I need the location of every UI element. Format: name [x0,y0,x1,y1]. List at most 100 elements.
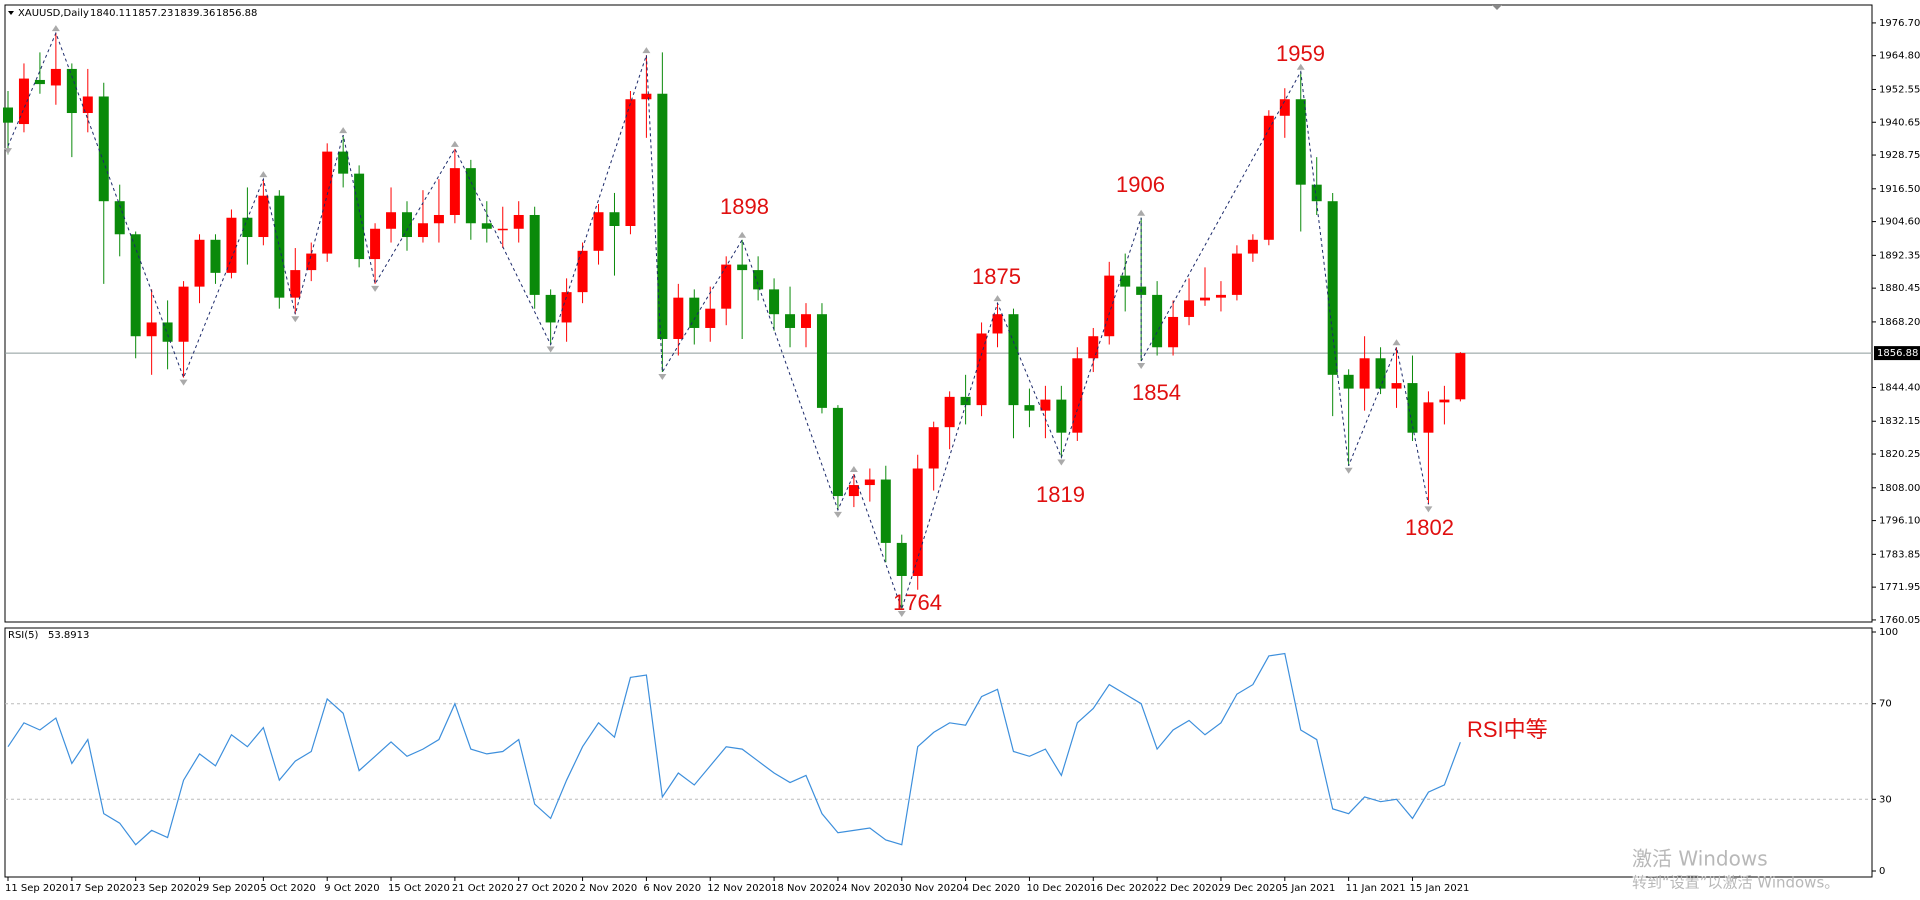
annotation: 1802 [1405,515,1454,540]
x-tick-label: 15 Jan 2021 [1409,883,1469,894]
x-tick-label: 27 Oct 2020 [516,883,578,894]
rsi-tick-label: 0 [1879,866,1885,877]
rsi-tick-label: 30 [1879,794,1892,805]
zigzag-marker [259,171,268,178]
candle-body [737,264,748,271]
candle-body [1120,275,1131,287]
zigzag-marker [179,379,188,386]
y-tick-label: 1844.40 [1879,382,1920,393]
candle-body [82,96,93,114]
header-high: 1857.23 [132,8,173,19]
candle-body [433,214,444,224]
candle-body [721,264,732,309]
candle-body [689,297,700,328]
zigzag-marker [1137,363,1146,370]
symbol: XAUUSD,Daily [18,8,89,19]
x-tick-label: 24 Nov 2020 [835,883,899,894]
y-tick-label: 1916.50 [1879,184,1920,195]
candle-body [1279,99,1290,116]
candle-body [705,308,716,328]
candle-body [162,322,173,342]
y-tick-label: 1928.75 [1879,150,1920,161]
zigzag-marker [1296,63,1305,70]
candle-body [1423,402,1434,433]
x-tick-label: 29 Dec 2020 [1218,883,1282,894]
candle-body [1407,383,1418,433]
candle-body [1056,399,1067,433]
rsi-name: RSI(5) [8,630,39,641]
header: XAUUSD,Daily 1840.11 1857.23 1839.36 185… [8,8,257,19]
x-tick-label: 2 Nov 2020 [580,883,638,894]
candle-body [960,396,971,406]
y-tick-label: 1796.10 [1879,516,1920,527]
annotation: 1819 [1036,482,1085,507]
zigzag-marker [371,285,380,292]
candle-body [146,322,157,337]
candle-body [801,314,811,328]
candle-body [944,396,955,428]
header-close: 1856.88 [216,8,257,19]
candle-body [402,212,412,238]
zigzag-marker [291,316,300,323]
rsi-tick-label: 70 [1879,699,1892,710]
candle-body [832,407,843,497]
annotation: 1959 [1276,41,1325,66]
candle-body [816,314,827,408]
candle-body [1200,297,1210,301]
y-tick-label: 1820.25 [1879,449,1920,460]
candle-body [322,151,333,254]
zigzag-marker [658,374,667,381]
x-tick-label: 11 Sep 2020 [5,883,68,894]
zigzag-marker [738,231,747,238]
rsi-value: 53.8913 [48,630,89,641]
candle-body [306,253,317,271]
zigzag-marker [642,47,651,54]
y-tick-label: 1832.15 [1879,416,1920,427]
header-arrow [8,11,14,15]
rsi-line [7,652,1461,846]
candle-body [1072,358,1083,433]
candle-body [66,68,77,114]
candle-body [880,479,891,543]
y-tick-label: 1904.60 [1879,217,1920,228]
candle-body [258,195,269,238]
candle-body [1375,358,1386,389]
candle-body [992,314,1003,334]
candle-body [976,333,987,406]
annotation: 1898 [720,194,769,219]
last-price-label: 1856.88 [1877,348,1918,359]
candle-body [18,78,29,125]
candle-body [769,289,780,315]
candle-body [928,427,939,469]
watermark-subtitle: 转到“设置”以激活 Windows。 [1632,874,1839,892]
candle-body [114,201,125,235]
x-tick-label: 6 Nov 2020 [643,883,701,894]
candle-body [641,93,652,100]
x-tick-label: 9 Oct 2020 [324,883,379,894]
zigzag-marker [1344,467,1353,474]
candle-body [1391,383,1402,389]
x-tick-label: 30 Nov 2020 [899,883,963,894]
last-price-box [1874,346,1920,361]
x-tick-label: 4 Dec 2020 [963,883,1021,894]
annotation: 1875 [972,264,1021,289]
zigzag-marker [1137,209,1146,216]
rsi-annotation: RSI中等 [1467,717,1548,742]
annotation: 1906 [1116,172,1165,197]
candle-body [625,99,636,227]
candle-body [1439,399,1450,403]
watermark-title: 激活 Windows [1632,847,1768,871]
x-tick-label: 5 Jan 2021 [1282,883,1336,894]
candle-body [274,195,285,298]
candle-body [338,151,349,174]
candle-body [785,314,796,328]
candle-body [1088,336,1099,359]
x-tick-label: 5 Oct 2020 [260,883,315,894]
candle-body [417,223,428,238]
y-tick-label: 1976.70 [1879,18,1920,29]
candle-body [449,168,460,215]
x-tick-label: 23 Sep 2020 [133,883,196,894]
candle-body [673,297,684,339]
candle-body [1040,399,1051,411]
